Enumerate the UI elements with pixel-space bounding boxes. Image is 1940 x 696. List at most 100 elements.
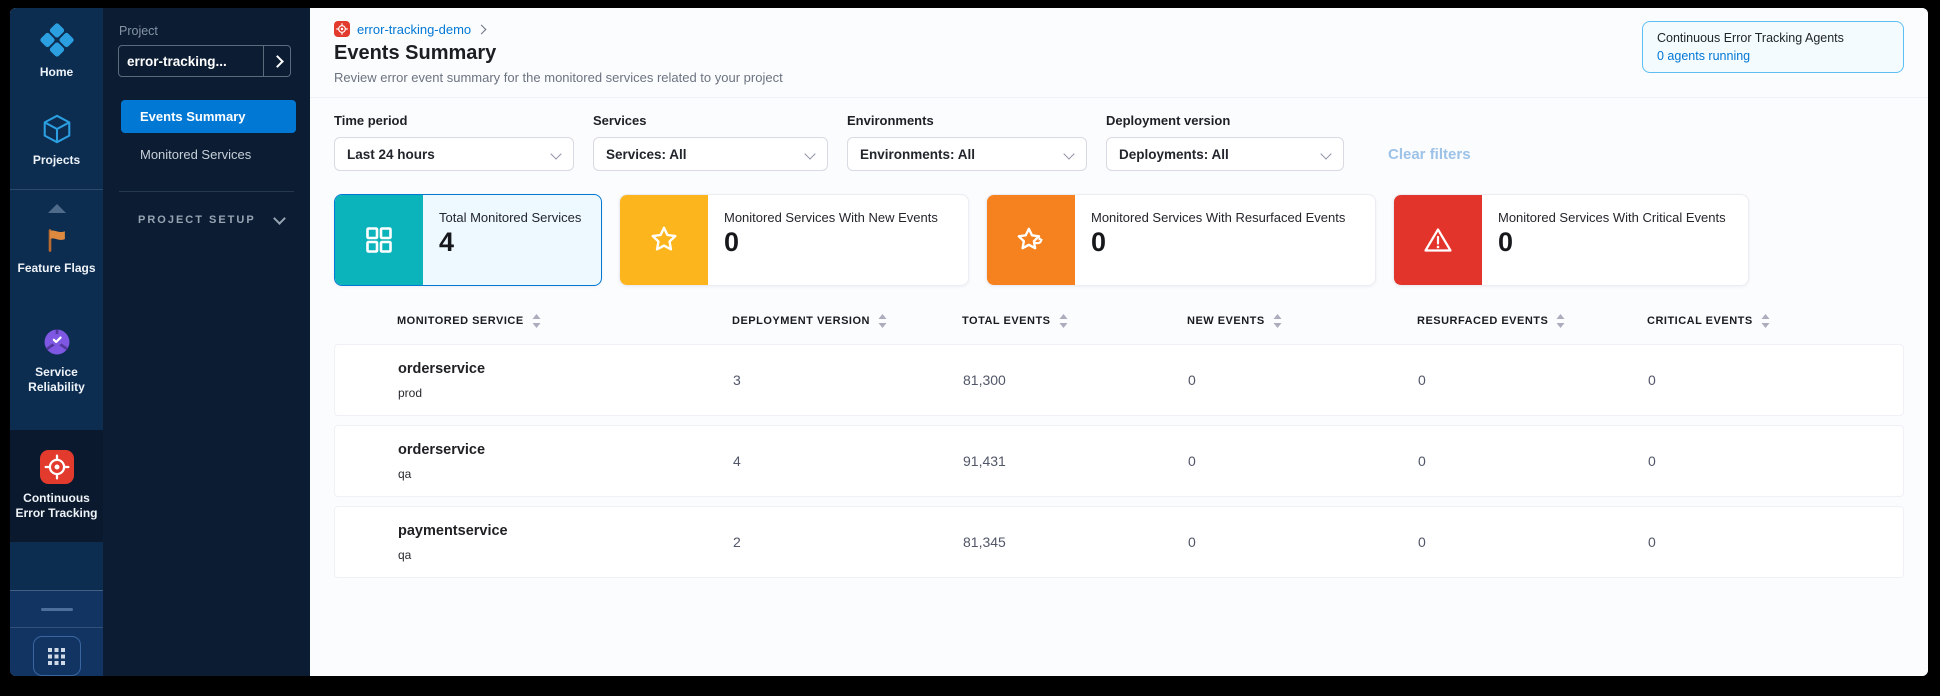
page-title: Events Summary <box>334 42 497 64</box>
card-icon-block <box>335 195 423 285</box>
filter-services: Services Services: All <box>593 113 828 171</box>
home-icon <box>39 23 74 57</box>
service-name: paymentservice <box>398 522 508 539</box>
filter-bar: Time period Last 24 hours Services Servi… <box>310 98 1928 171</box>
rail-item-continuous-error-tracking[interactable]: Continuous Error Tracking <box>10 430 103 543</box>
rail-bottom-section <box>10 590 103 676</box>
select-value: Deployments: All <box>1119 146 1229 162</box>
project-expand-button[interactable] <box>263 46 290 76</box>
card-label: Monitored Services With Critical Events <box>1498 210 1726 225</box>
card-icon-block <box>620 195 708 285</box>
sort-icon <box>1761 314 1770 328</box>
service-environment: prod <box>398 385 423 400</box>
column-header-total-events[interactable]: TOTAL EVENTS <box>962 314 1187 328</box>
filter-label: Deployment version <box>1106 113 1231 128</box>
filter-label: Time period <box>334 113 408 128</box>
new-events-cell: 0 <box>1188 534 1196 550</box>
time-period-select[interactable]: Last 24 hours <box>334 137 574 171</box>
column-header-critical-events[interactable]: CRITICAL EVENTS <box>1647 314 1904 328</box>
filter-environments: Environments Environments: All <box>847 113 1087 171</box>
breadcrumb-project-link[interactable]: error-tracking-demo <box>357 21 472 37</box>
filter-label: Services <box>593 113 647 128</box>
card-resurfaced-events[interactable]: Monitored Services With Resurfaced Event… <box>986 194 1376 286</box>
dashboard-grid-icon <box>366 227 392 253</box>
clear-filters-button[interactable]: Clear filters <box>1388 146 1471 163</box>
agents-running-link[interactable]: 0 agents running <box>1657 49 1751 63</box>
rail-item-home[interactable]: Home <box>10 18 103 84</box>
filter-time-period: Time period Last 24 hours <box>334 113 574 171</box>
agents-box-title: Continuous Error Tracking Agents <box>1657 31 1844 45</box>
rail-collapse-handle[interactable] <box>10 591 103 628</box>
sort-icon <box>532 314 541 328</box>
total-events-cell: 91,431 <box>963 453 1006 469</box>
deployment-version-cell: 3 <box>733 372 741 388</box>
total-events-cell: 81,300 <box>963 372 1006 388</box>
star-icon <box>651 226 677 251</box>
events-table: MONITORED SERVICE DEPLOYMENT VERSION TOT… <box>334 314 1904 578</box>
sort-icon <box>1273 314 1282 328</box>
service-cell: orderservice qa <box>398 442 733 481</box>
chevron-down-icon <box>1063 148 1075 160</box>
card-total-monitored-services[interactable]: Total Monitored Services 4 <box>334 194 602 286</box>
table-row[interactable]: orderservice qa 4 91,431 0 0 0 <box>334 425 1904 497</box>
scroll-up-caret-icon[interactable] <box>47 204 66 214</box>
project-selector[interactable]: error-tracking... <box>118 45 291 77</box>
column-header-resurfaced-events[interactable]: RESURFACED EVENTS <box>1417 314 1647 328</box>
total-events-cell: 81,345 <box>963 534 1006 550</box>
nav-item-monitored-services[interactable]: Monitored Services <box>140 147 252 162</box>
chevron-down-icon <box>273 212 286 225</box>
project-setup-toggle[interactable]: PROJECT SETUP <box>138 212 286 226</box>
rail-label: Projects <box>32 152 81 167</box>
sort-icon <box>1556 314 1565 328</box>
table-header: MONITORED SERVICE DEPLOYMENT VERSION TOT… <box>334 314 1904 344</box>
resurfaced-star-icon <box>1017 227 1043 250</box>
chevron-right-icon <box>270 54 284 68</box>
sort-icon <box>878 314 887 328</box>
rail-label: Feature Flags <box>17 261 96 276</box>
card-icon-block <box>987 195 1075 285</box>
page-subtitle: Review error event summary for the monit… <box>334 70 783 85</box>
agents-status-box: Continuous Error Tracking Agents 0 agent… <box>1642 21 1904 73</box>
apps-grid-icon <box>48 647 65 665</box>
card-critical-events[interactable]: Monitored Services With Critical Events … <box>1393 194 1749 286</box>
critical-events-cell: 0 <box>1648 372 1656 388</box>
main-content: error-tracking-demo Events Summary Revie… <box>310 8 1928 676</box>
rail-divider <box>10 189 103 191</box>
module-rail: Home Projects Feature Flags Servi <box>10 8 103 676</box>
column-header-deployment-version[interactable]: DEPLOYMENT VERSION <box>732 314 962 328</box>
rail-label: Continuous Error Tracking <box>15 491 98 520</box>
rail-item-service-reliability[interactable]: Service Reliability <box>10 322 103 398</box>
table-row[interactable]: paymentservice qa 2 81,345 0 0 0 <box>334 506 1904 578</box>
service-environment: qa <box>398 547 412 562</box>
nav-item-events-summary[interactable]: Events Summary <box>121 100 296 133</box>
card-body: Total Monitored Services 4 <box>423 195 597 285</box>
services-select[interactable]: Services: All <box>593 137 828 171</box>
app-window: Home Projects Feature Flags Servi <box>10 8 1928 676</box>
deployment-version-cell: 4 <box>733 453 741 469</box>
resurfaced-events-cell: 0 <box>1418 372 1426 388</box>
column-header-monitored-service[interactable]: MONITORED SERVICE <box>397 314 732 328</box>
card-new-events[interactable]: Monitored Services With New Events 0 <box>619 194 969 286</box>
apps-grid-button[interactable] <box>32 636 81 676</box>
service-cell: paymentservice qa <box>398 523 733 562</box>
card-value: 0 <box>724 227 740 257</box>
filter-deployment-version: Deployment version Deployments: All <box>1106 113 1344 171</box>
error-tracking-target-icon <box>334 21 350 37</box>
card-body: Monitored Services With Critical Events … <box>1482 195 1742 285</box>
environments-select[interactable]: Environments: All <box>847 137 1087 171</box>
table-row[interactable]: orderservice prod 3 81,300 0 0 0 <box>334 344 1904 416</box>
resurfaced-events-cell: 0 <box>1418 534 1426 550</box>
card-value: 0 <box>1498 227 1514 257</box>
resurfaced-events-cell: 0 <box>1418 453 1426 469</box>
card-value: 4 <box>439 227 455 257</box>
chevron-down-icon <box>804 148 816 160</box>
project-section-label: Project <box>119 24 158 38</box>
rail-item-projects[interactable]: Projects <box>10 108 103 172</box>
card-label: Monitored Services With Resurfaced Event… <box>1091 210 1346 225</box>
card-body: Monitored Services With New Events 0 <box>708 195 954 285</box>
deployments-select[interactable]: Deployments: All <box>1106 137 1344 171</box>
column-header-new-events[interactable]: NEW EVENTS <box>1187 314 1417 328</box>
rail-item-feature-flags[interactable]: Feature Flags <box>10 222 103 280</box>
service-environment: qa <box>398 466 412 481</box>
service-name: orderservice <box>398 441 486 458</box>
